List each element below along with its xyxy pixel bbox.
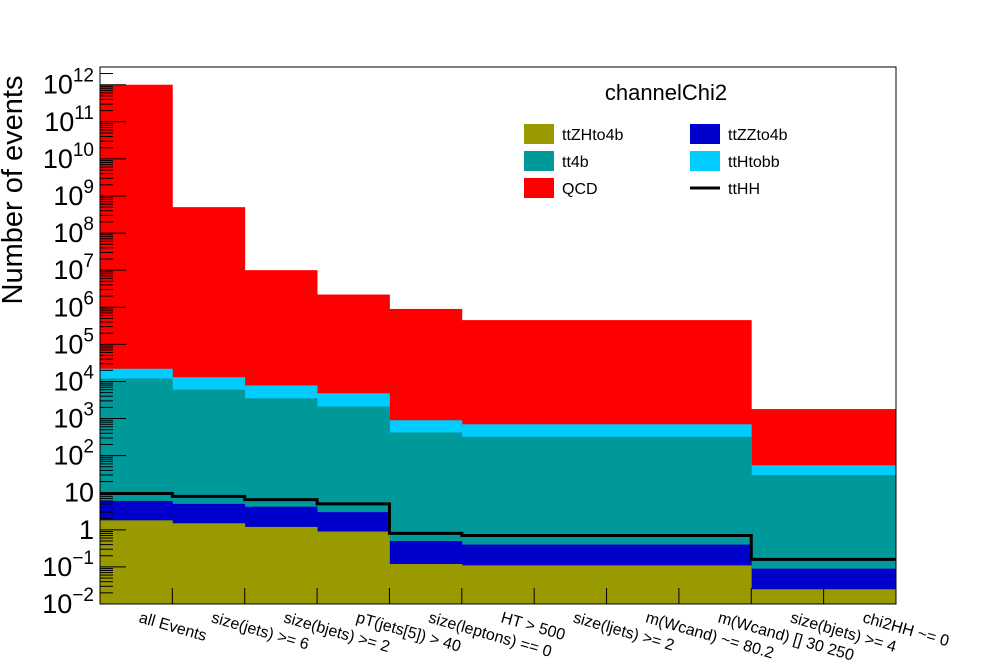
legend-swatch-qcd bbox=[524, 178, 554, 198]
bar-ttzhto4b-1 bbox=[172, 523, 246, 604]
y-tick-label: 105 bbox=[53, 325, 94, 359]
x-tick-label-0: all Events bbox=[137, 610, 208, 645]
y-tick-label: 1010 bbox=[43, 140, 94, 174]
bar-ttzhto4b-0 bbox=[100, 520, 173, 604]
stack-bars bbox=[100, 84, 897, 604]
y-tick-label: 107 bbox=[53, 251, 94, 285]
legend-swatch-ttzhto4b bbox=[524, 124, 554, 144]
overlay-line-group bbox=[100, 492, 896, 561]
y-tick-label: 102 bbox=[53, 437, 94, 471]
legend-label-qcd: QCD bbox=[562, 181, 598, 198]
bar-ttzhto4b-4 bbox=[389, 563, 463, 604]
y-axis-label: Number of events bbox=[0, 76, 29, 305]
legend-label-ttzzto4b: ttZZto4b bbox=[728, 127, 788, 144]
bar-ttzhto4b-2 bbox=[244, 526, 318, 604]
y-tick-label: 103 bbox=[53, 400, 94, 434]
bar-ttzhto4b-10 bbox=[823, 589, 897, 604]
chart-title: channelChi2 bbox=[605, 80, 727, 105]
bar-ttzhto4b-3 bbox=[317, 531, 390, 604]
y-tick-label: 108 bbox=[53, 214, 94, 248]
y-tick-label: 10−1 bbox=[42, 548, 94, 582]
overlay-line-tthh bbox=[100, 492, 896, 561]
legend-swatch-ttzzto4b bbox=[690, 124, 720, 144]
y-tick-label: 1012 bbox=[43, 66, 94, 100]
y-tick-label: 106 bbox=[53, 288, 94, 322]
y-tick-label: 1 bbox=[79, 515, 94, 545]
bar-ttzhto4b-6 bbox=[534, 565, 607, 604]
y-axis: 10−210−111010210310410510610710810910101… bbox=[42, 66, 126, 619]
legend-swatch-tt4b bbox=[524, 151, 554, 171]
y-tick-label: 10 bbox=[64, 478, 94, 508]
plot-frame bbox=[99, 66, 897, 605]
legend-label-ttzhto4b: ttZHto4b bbox=[562, 127, 623, 144]
bar-ttzhto4b-9 bbox=[751, 589, 825, 604]
legend-swatch-tthtobb bbox=[690, 151, 720, 171]
bar-ttzhto4b-8 bbox=[678, 565, 752, 604]
legend-label-tt4b: tt4b bbox=[562, 154, 589, 171]
y-tick-label: 109 bbox=[53, 177, 94, 211]
y-tick-label: 10−2 bbox=[42, 585, 94, 619]
bar-ttzhto4b-5 bbox=[461, 565, 535, 604]
legend-label-tthh: ttHH bbox=[728, 181, 760, 198]
bar-ttzhto4b-7 bbox=[606, 565, 680, 604]
legend-label-tthtobb: ttHtobb bbox=[728, 154, 780, 171]
y-tick-label: 104 bbox=[53, 362, 94, 396]
legend: ttZHto4b ttZZto4b tt4b ttHtobb QCD ttHH bbox=[524, 124, 788, 198]
y-tick-label: 1011 bbox=[44, 103, 94, 137]
